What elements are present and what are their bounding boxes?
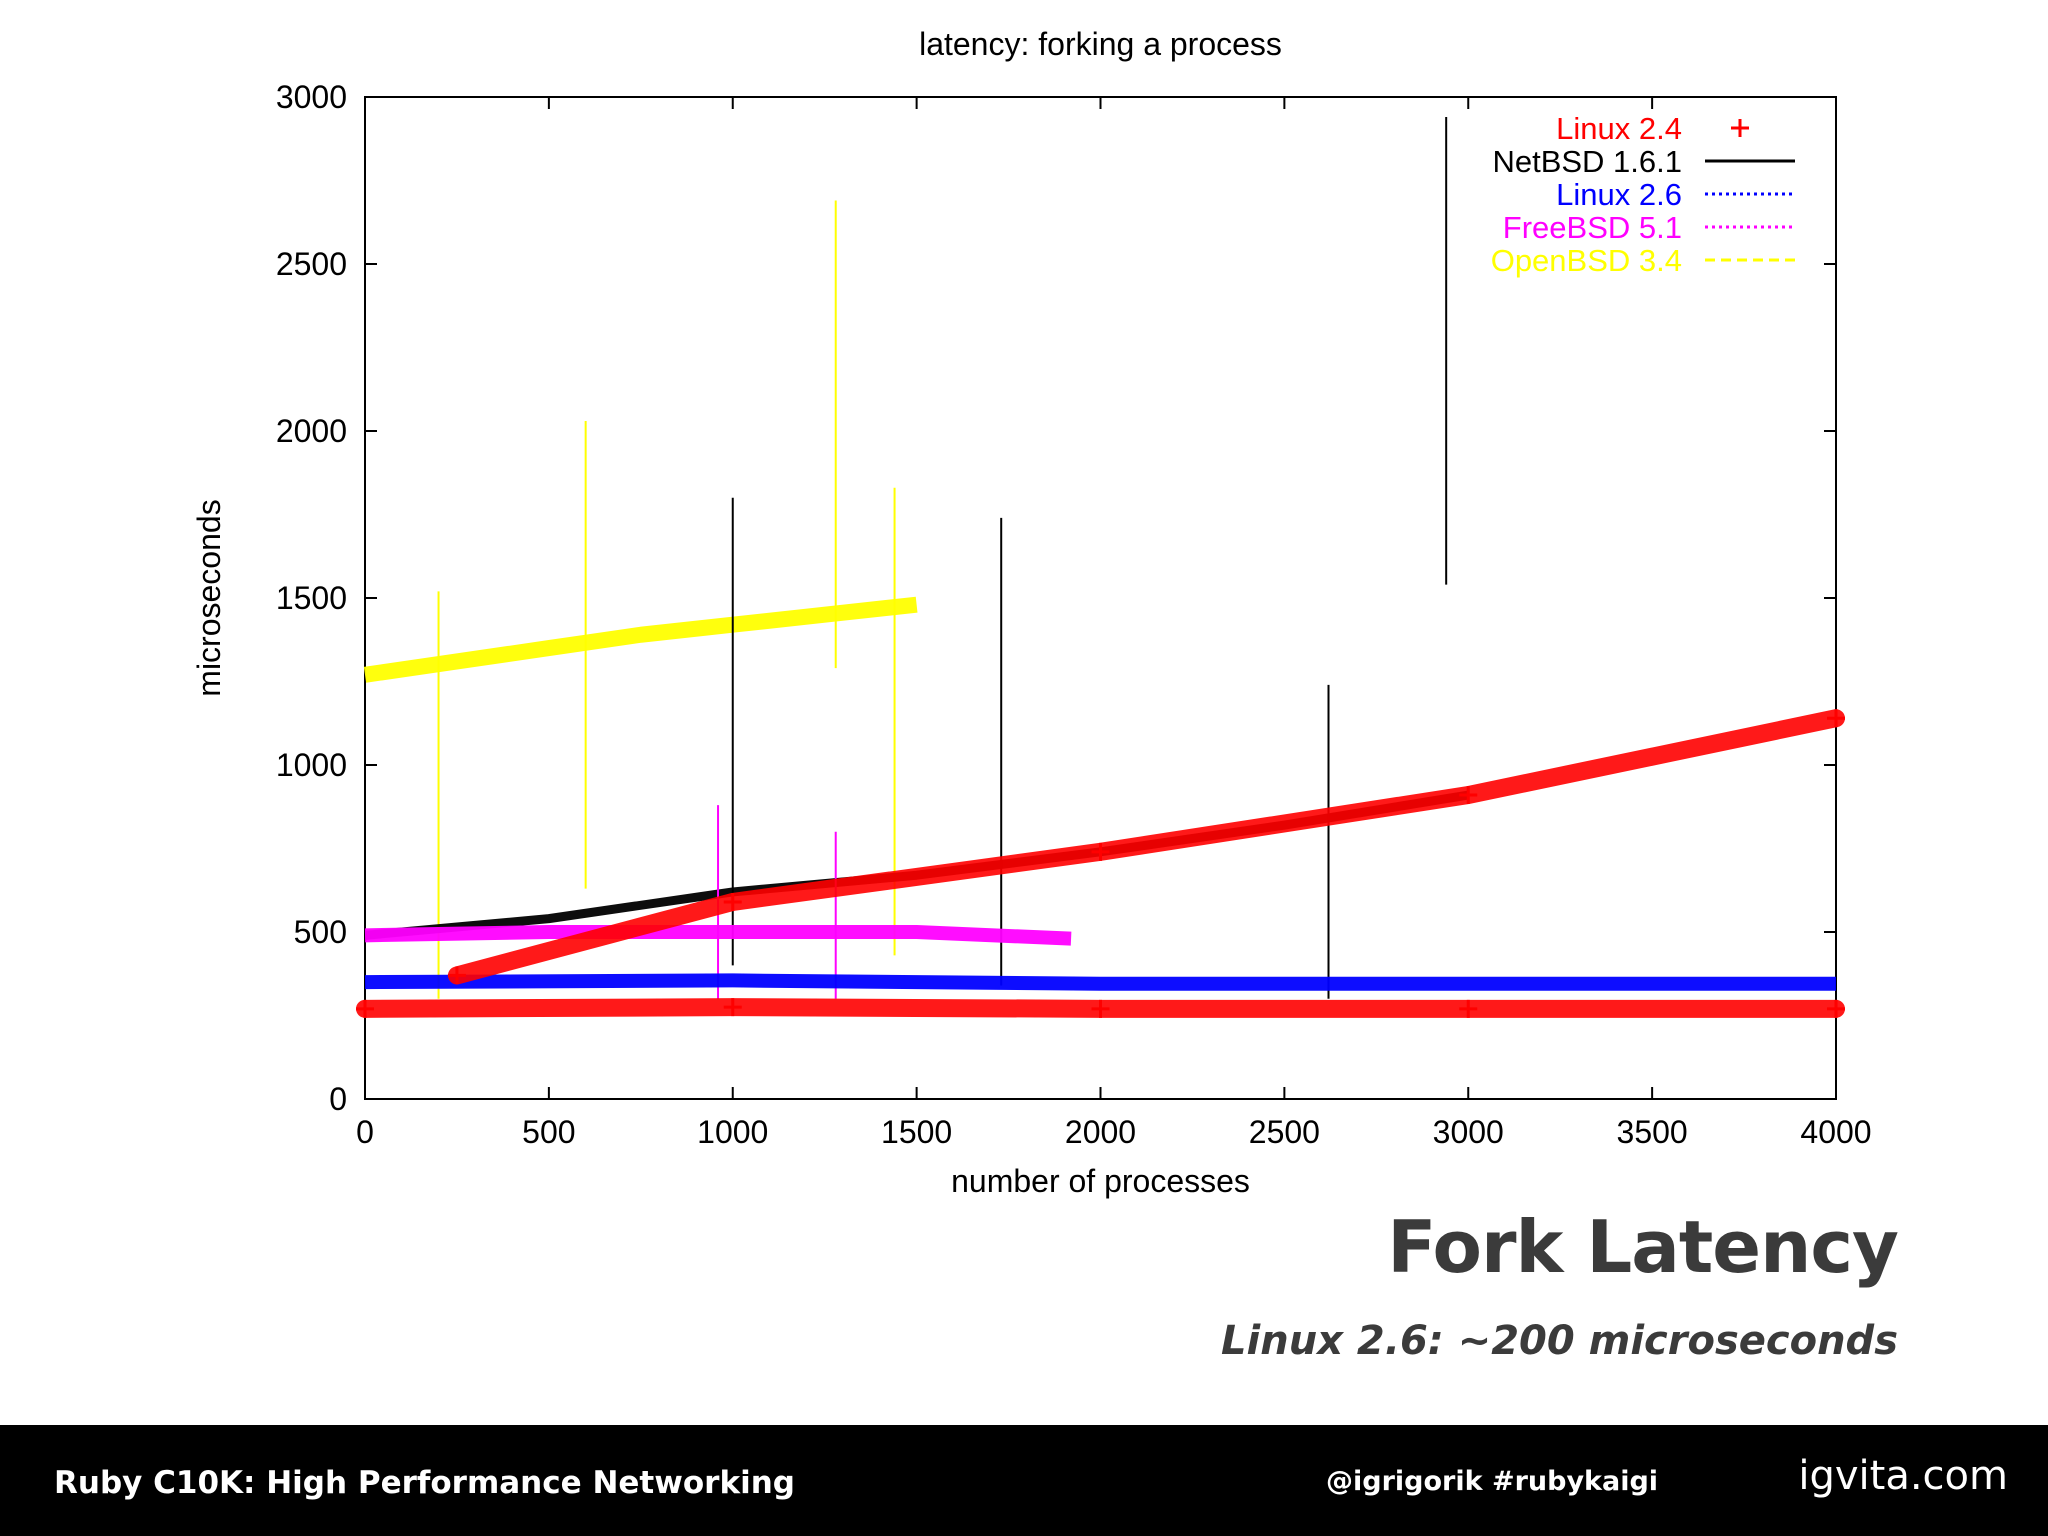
series-point [1091,999,1110,1018]
series-point [723,892,742,911]
y-tick-label: 0 [329,1081,347,1117]
series-point [723,998,742,1017]
slide-title: Fork Latency [1387,1205,1899,1289]
x-axis-label: number of processes [951,1163,1250,1199]
x-tick-label: 3500 [1617,1114,1688,1150]
x-tick-label: 1000 [697,1114,768,1150]
y-tick-label: 1500 [276,580,347,616]
x-tick-label: 4000 [1800,1114,1871,1150]
y-tick-label: 500 [294,914,347,950]
x-tick-label: 2500 [1249,1114,1320,1150]
legend-label: FreeBSD 5.1 [1503,210,1682,245]
y-axis-label: microseconds [191,499,227,696]
x-tick-label: 2000 [1065,1114,1136,1150]
slide-subtitle: Linux 2.6: ~200 microseconds [1221,1318,1898,1364]
series-point [1827,709,1845,728]
series-point [356,999,374,1018]
chart: latency: forking a process number of proc… [191,26,1872,1199]
series-line-2 [364,925,1072,946]
series-point [1827,999,1845,1018]
x-tick-label: 500 [522,1114,575,1150]
legend-swatch [1731,119,1749,137]
legend-label: Linux 2.6 [1556,177,1682,212]
x-tick-label: 3000 [1433,1114,1504,1150]
legend-label: Linux 2.4 [1556,111,1682,146]
chart-title: latency: forking a process [919,26,1282,62]
y-tick-label: 1000 [276,747,347,783]
footer-talk-title: Ruby C10K: High Performance Networking [54,1465,795,1501]
legend-label: OpenBSD 3.4 [1491,243,1682,278]
series-line-0 [363,596,918,683]
y-tick-label: 3000 [276,79,347,115]
y-tick-label: 2000 [276,413,347,449]
series-point [1091,842,1110,861]
chart-svg: latency: forking a process number of proc… [191,26,1872,1199]
series-line-3 [364,973,1836,991]
legend-label: NetBSD 1.6.1 [1492,144,1682,179]
series-point [1459,786,1478,805]
series-point [1459,999,1478,1018]
series-point [447,966,466,985]
x-tick-label: 0 [356,1114,374,1150]
y-tick-label: 2500 [276,246,347,282]
x-tick-label: 1500 [881,1114,952,1150]
footer-site: igvita.com [1798,1453,2008,1499]
footer-bar: Ruby C10K: High Performance Networking @… [0,1425,2048,1536]
footer-handle: @igrigorik #rubykaigi [1326,1466,1659,1497]
